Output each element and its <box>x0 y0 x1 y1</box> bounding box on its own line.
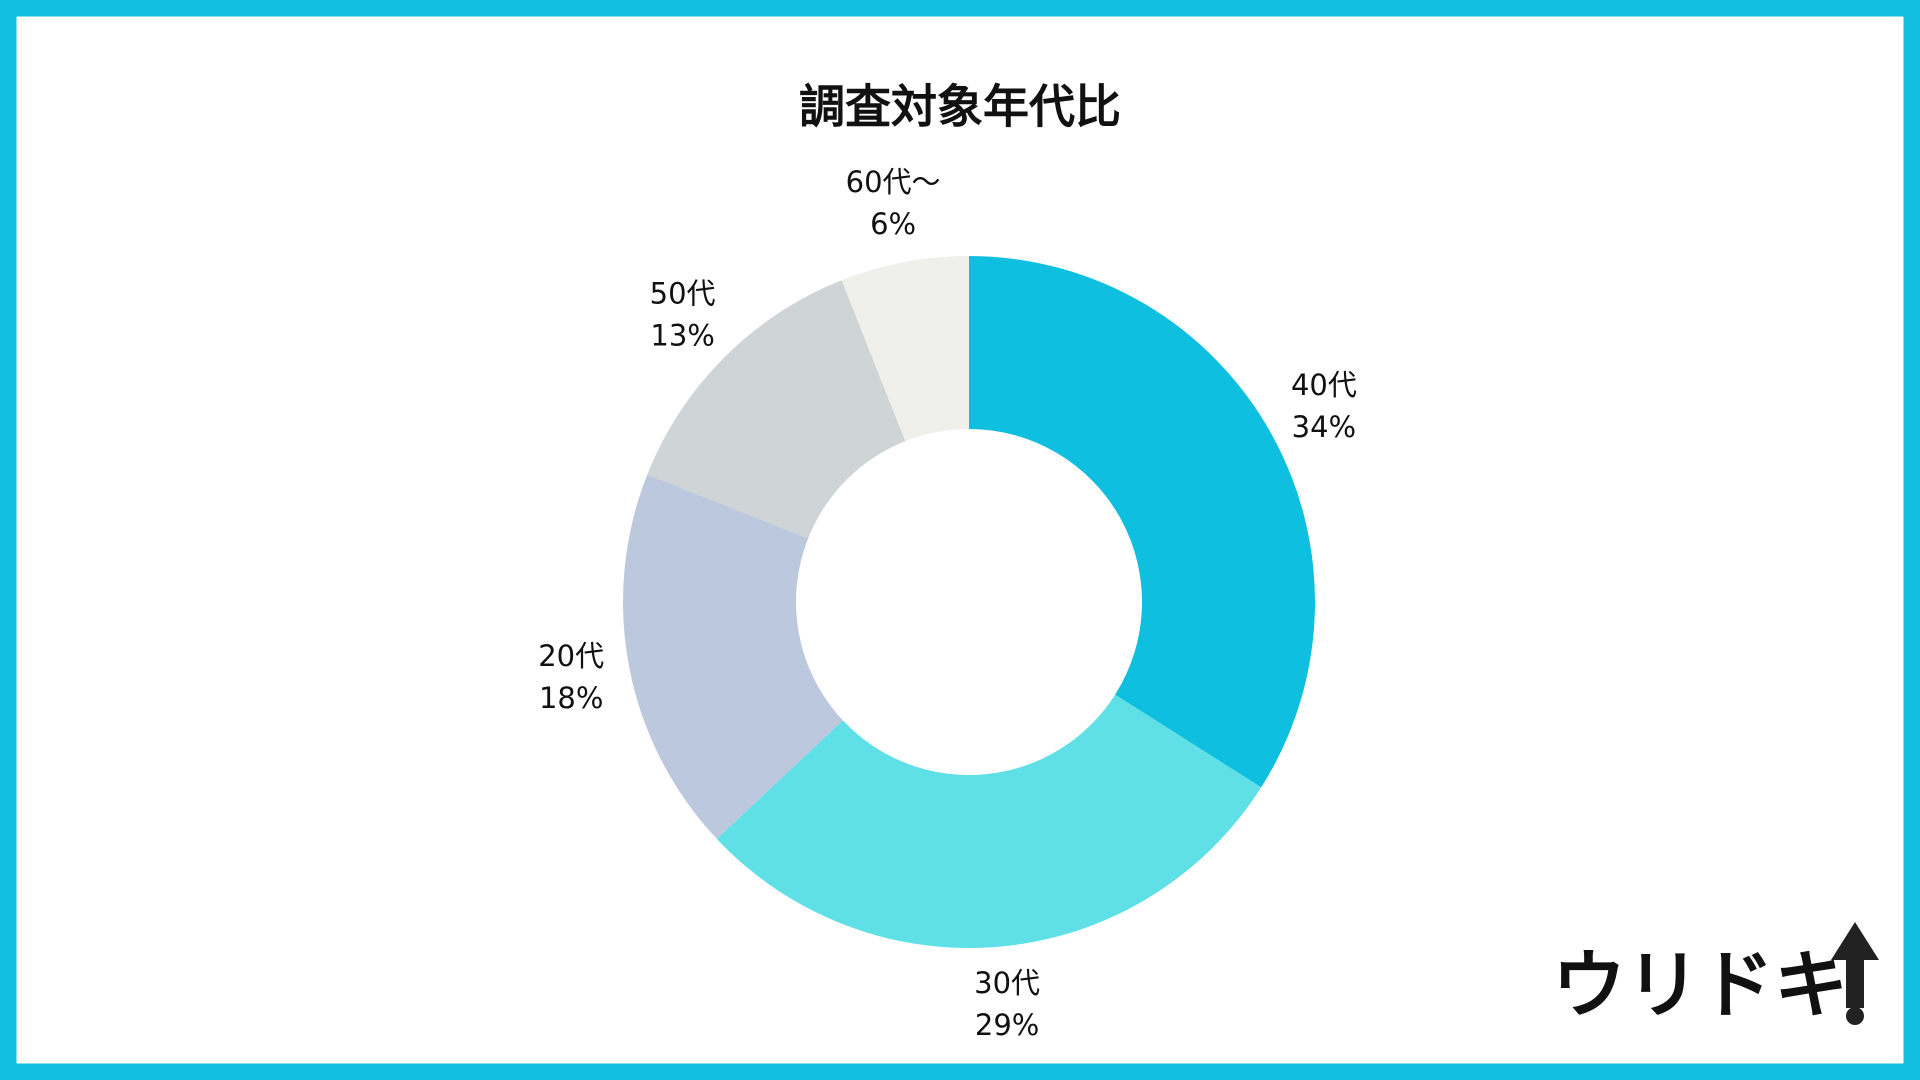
segment-label: 60代～ <box>846 165 941 199</box>
segment-label: 40代 <box>1291 368 1357 402</box>
segment-value: 18% <box>539 681 603 715</box>
segment-value: 6% <box>870 207 916 241</box>
segment-label: 30代 <box>974 966 1040 1000</box>
segment-label: 50代 <box>650 277 716 311</box>
logo-arrow <box>1831 922 1879 1025</box>
donut-segment <box>841 256 969 442</box>
segment-label: 20代 <box>538 639 604 673</box>
chart-title: 調査対象年代比 <box>799 80 1121 134</box>
donut <box>623 256 1315 948</box>
logo: ウリドキ <box>1552 943 1848 1029</box>
donut-segment <box>623 474 843 839</box>
donut-segment <box>969 256 1315 788</box>
donut-segment <box>716 694 1262 948</box>
segment-value: 29% <box>975 1008 1039 1042</box>
segment-value: 13% <box>650 319 714 353</box>
donut-segment <box>647 280 906 539</box>
segment-value: 34% <box>1292 410 1356 444</box>
